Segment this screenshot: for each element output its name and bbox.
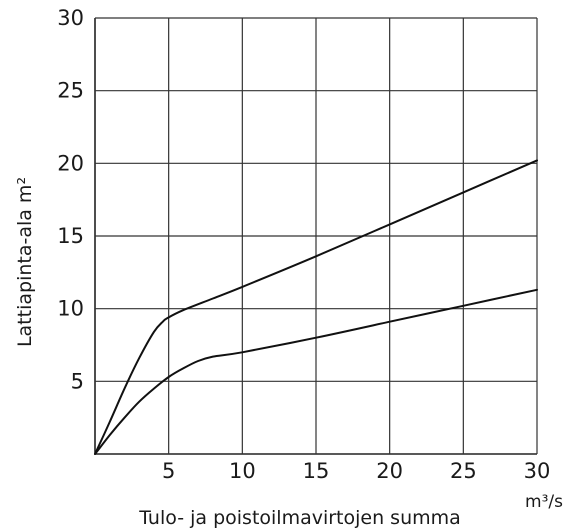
x-tick-label: 20 [376,459,403,483]
x-axis-label: Tulo- ja poistoilmavirtojen summa [138,507,461,529]
x-tick-label: 5 [162,459,175,483]
x-tick-label: 15 [303,459,330,483]
series-line-2 [94,288,538,455]
series-layer [94,159,538,455]
tick-labels: 5 10 15 20 25 30 5 10 15 20 25 30 [57,6,550,483]
grid [94,17,538,455]
y-axis-label: Lattiapinta-ala m² [14,177,36,347]
y-tick-label: 5 [71,369,84,393]
y-tick-label: 25 [57,79,84,103]
y-tick-label: 20 [57,151,84,175]
series-line-1 [94,159,538,455]
y-tick-label: 30 [57,6,84,30]
x-axis-unit: m³/s [525,492,563,512]
y-tick-label: 10 [57,297,84,321]
x-tick-label: 25 [450,459,477,483]
x-tick-label: 30 [524,459,551,483]
y-tick-label: 15 [57,224,84,248]
x-tick-label: 10 [229,459,256,483]
